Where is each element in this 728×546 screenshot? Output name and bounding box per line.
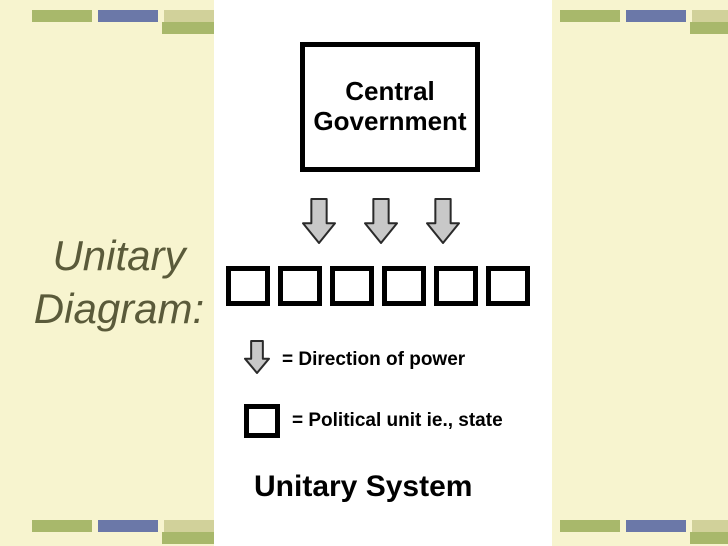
diagram-caption: Unitary System bbox=[254, 470, 472, 504]
decor-block bbox=[560, 520, 620, 532]
political-unit-box bbox=[226, 266, 270, 306]
title-line2: Diagram: bbox=[34, 285, 204, 332]
decor-group bbox=[560, 10, 728, 22]
political-unit-box bbox=[486, 266, 530, 306]
title-line1: Unitary bbox=[52, 232, 185, 279]
decor-block bbox=[626, 10, 686, 22]
decor-block bbox=[162, 22, 222, 34]
central-government-box: Central Government bbox=[300, 42, 480, 172]
decor-group bbox=[32, 520, 224, 532]
legend-text-0: = Direction of power bbox=[282, 349, 465, 371]
decor-block bbox=[690, 22, 728, 34]
decor-group bbox=[690, 22, 728, 34]
decor-block bbox=[98, 10, 158, 22]
decor-block bbox=[692, 520, 728, 532]
arrow-down-icon bbox=[426, 198, 460, 244]
decor-block bbox=[162, 532, 222, 544]
central-line2: Government bbox=[313, 106, 466, 136]
decor-block bbox=[692, 10, 728, 22]
decor-group bbox=[690, 532, 728, 544]
political-unit-box bbox=[278, 266, 322, 306]
decor-group bbox=[32, 10, 224, 22]
political-unit-box bbox=[382, 266, 426, 306]
political-unit-box bbox=[330, 266, 374, 306]
power-arrows-row bbox=[302, 198, 460, 244]
decor-block bbox=[560, 10, 620, 22]
political-units-row bbox=[226, 266, 530, 306]
arrow-down-icon bbox=[364, 198, 398, 244]
decor-block bbox=[32, 10, 92, 22]
decor-block bbox=[690, 532, 728, 544]
central-line1: Central bbox=[345, 76, 435, 106]
decor-block bbox=[98, 520, 158, 532]
legend-direction-of-power: = Direction of power bbox=[244, 340, 465, 380]
slide-title: Unitary Diagram: bbox=[24, 230, 214, 335]
arrow-down-icon bbox=[302, 198, 336, 244]
arrow-down-icon bbox=[244, 340, 270, 380]
decor-group bbox=[560, 520, 728, 532]
decor-block bbox=[32, 520, 92, 532]
political-unit-box bbox=[434, 266, 478, 306]
decor-block bbox=[626, 520, 686, 532]
legend-text-1: = Political unit ie., state bbox=[292, 410, 503, 432]
box-icon bbox=[244, 404, 280, 438]
legend-political-unit: = Political unit ie., state bbox=[244, 404, 503, 438]
